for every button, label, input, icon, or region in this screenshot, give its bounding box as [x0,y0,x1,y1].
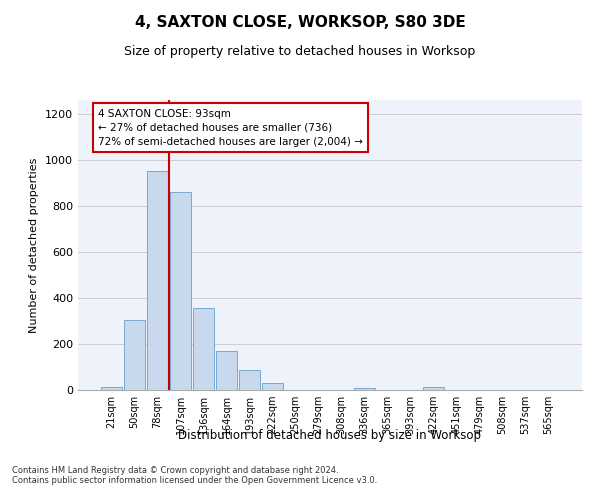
Text: 4 SAXTON CLOSE: 93sqm
← 27% of detached houses are smaller (736)
72% of semi-det: 4 SAXTON CLOSE: 93sqm ← 27% of detached … [98,108,363,146]
Bar [354,388,375,390]
Bar [239,370,260,390]
Bar [423,387,444,390]
Y-axis label: Number of detached properties: Number of detached properties [29,158,40,332]
Bar [124,320,145,390]
Bar [147,172,168,390]
Bar [101,387,122,390]
Text: Contains HM Land Registry data © Crown copyright and database right 2024.
Contai: Contains HM Land Registry data © Crown c… [12,466,377,485]
Text: Size of property relative to detached houses in Worksop: Size of property relative to detached ho… [124,45,476,58]
Text: 4, SAXTON CLOSE, WORKSOP, S80 3DE: 4, SAXTON CLOSE, WORKSOP, S80 3DE [134,15,466,30]
Bar [262,383,283,390]
Bar [193,308,214,390]
Bar [216,351,237,390]
Text: Distribution of detached houses by size in Worksop: Distribution of detached houses by size … [179,428,482,442]
Bar [170,192,191,390]
